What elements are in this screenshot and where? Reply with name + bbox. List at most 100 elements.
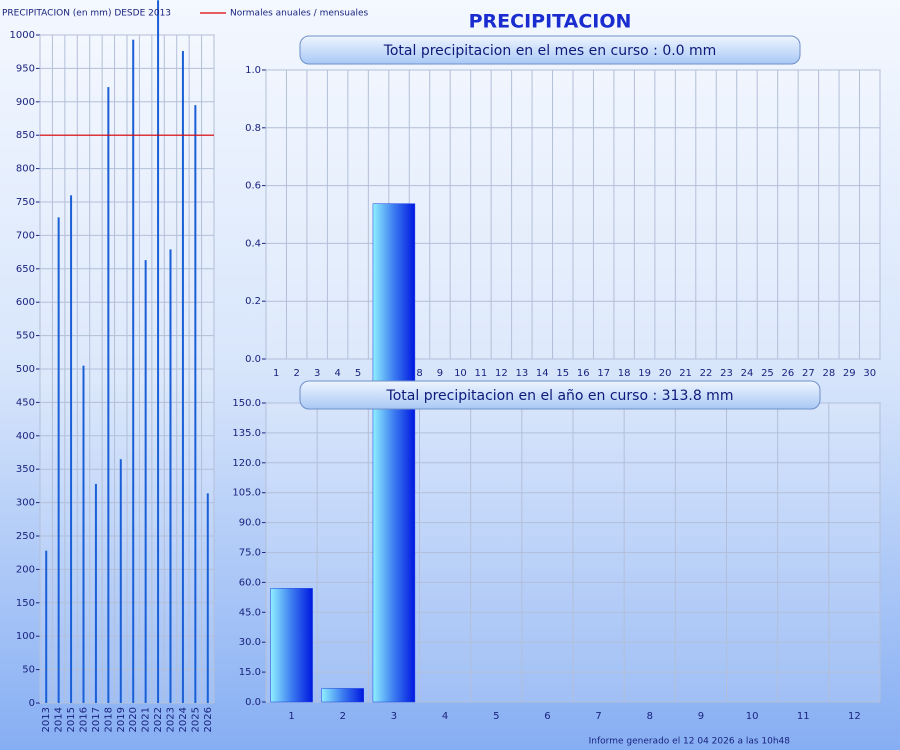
bar: [94, 483, 97, 703]
bar: [45, 550, 48, 703]
title-banner: [299, 35, 801, 65]
bar: [169, 249, 172, 704]
y-tick-label: 750: [16, 197, 35, 208]
x-tick-label: 24: [741, 368, 754, 379]
y-tick-label: 550: [16, 331, 35, 342]
y-tick-label: 800: [16, 164, 35, 175]
bar: [270, 588, 313, 703]
y-tick-label: 400: [16, 431, 35, 442]
bar: [194, 105, 197, 703]
x-tick-label: 2018: [103, 707, 114, 732]
y-tick-label: 600: [16, 297, 35, 308]
x-tick-label: 2026: [203, 707, 214, 732]
x-tick-label: 4: [334, 368, 340, 379]
x-tick-label: 7: [595, 711, 601, 722]
x-tick-label: 14: [536, 368, 549, 379]
chart-title: Total precipitacion en el mes en curso :…: [383, 43, 717, 59]
y-tick-label: 300: [16, 498, 35, 509]
bar: [57, 217, 60, 703]
x-tick-label: 2016: [79, 707, 90, 732]
y-tick-label: 500: [16, 364, 35, 375]
x-tick-label: 29: [843, 368, 856, 379]
x-tick-label: 2024: [178, 707, 189, 732]
x-tick-label: 8: [647, 711, 653, 722]
y-tick-label: 250: [16, 531, 35, 542]
y-tick-label: 650: [16, 264, 35, 275]
y-tick-label: 135.0: [232, 428, 261, 439]
x-tick-label: 2021: [141, 707, 152, 732]
x-tick-label: 17: [597, 368, 610, 379]
y-tick-label: 0.0: [245, 354, 261, 365]
x-tick-label: 2023: [166, 707, 177, 732]
x-tick-label: 30: [863, 368, 876, 379]
x-tick-label: 13: [515, 368, 528, 379]
x-tick-label: 9: [698, 711, 704, 722]
y-tick-label: 30.0: [239, 637, 261, 648]
x-tick-label: 10: [746, 711, 759, 722]
y-tick-label: 100: [16, 631, 35, 642]
bar: [132, 39, 135, 703]
y-tick-label: 1000: [10, 30, 35, 41]
x-tick-label: 16: [577, 368, 590, 379]
x-tick-label: 15: [556, 368, 569, 379]
x-tick-label: 5: [493, 711, 499, 722]
y-tick-label: 90.0: [239, 518, 261, 529]
x-tick-label: 2013: [41, 707, 52, 732]
bar: [70, 195, 73, 703]
x-tick-label: 27: [802, 368, 815, 379]
y-tick-label: 105.0: [232, 488, 261, 499]
legend-label: Normales anuales / mensuales: [230, 9, 369, 19]
x-tick-label: 12: [495, 368, 508, 379]
x-tick-label: 4: [442, 711, 448, 722]
bar: [372, 203, 416, 703]
x-tick-label: 9: [437, 368, 443, 379]
x-tick-label: 2015: [66, 707, 77, 732]
x-tick-label: 8: [416, 368, 422, 379]
x-tick-label: 2017: [91, 707, 102, 732]
x-tick-label: 28: [822, 368, 835, 379]
x-tick-label: 11: [475, 368, 488, 379]
chart-title: Total precipitacion en el año en curso :…: [386, 388, 734, 404]
y-tick-label: 0.0: [245, 697, 261, 708]
bar: [157, 0, 160, 704]
y-tick-label: 350: [16, 464, 35, 475]
y-tick-label: 450: [16, 397, 35, 408]
x-tick-label: 22: [700, 368, 713, 379]
bar: [144, 260, 147, 703]
x-tick-label: 3: [391, 711, 397, 722]
x-tick-label: 21: [679, 368, 692, 379]
x-tick-label: 10: [454, 368, 467, 379]
x-tick-label: 12: [848, 711, 861, 722]
x-tick-label: 6: [544, 711, 550, 722]
bar: [107, 87, 110, 703]
y-tick-label: 0: [29, 698, 35, 709]
x-tick-label: 2: [294, 368, 300, 379]
x-tick-label: 1: [288, 711, 294, 722]
x-tick-label: 25: [761, 368, 774, 379]
y-tick-label: 120.0: [232, 458, 261, 469]
y-tick-label: 75.0: [239, 548, 261, 559]
title-banner: [299, 380, 821, 410]
x-tick-label: 3: [314, 368, 320, 379]
x-tick-label: 11: [797, 711, 810, 722]
x-tick-label: 19: [638, 368, 651, 379]
x-tick-label: 23: [720, 368, 733, 379]
x-tick-label: 2014: [54, 707, 65, 732]
page-title: PRECIPITACION: [469, 11, 632, 33]
x-tick-label: 26: [782, 368, 795, 379]
bar: [206, 493, 209, 703]
y-tick-label: 0.4: [245, 238, 261, 249]
bar: [321, 688, 364, 703]
y-tick-label: 45.0: [239, 607, 261, 618]
x-tick-label: 2019: [116, 707, 127, 732]
y-tick-label: 60.0: [239, 577, 261, 588]
footer: Informe generado el 12 04 2026 a las 10h…: [589, 737, 791, 747]
x-tick-label: 18: [618, 368, 631, 379]
y-tick-label: 950: [16, 63, 35, 74]
y-tick-label: 15.0: [239, 667, 261, 678]
bar: [82, 365, 85, 703]
y-tick-label: 200: [16, 564, 35, 575]
y-tick-label: 50: [22, 665, 35, 676]
y-tick-label: 1.0: [245, 65, 261, 76]
